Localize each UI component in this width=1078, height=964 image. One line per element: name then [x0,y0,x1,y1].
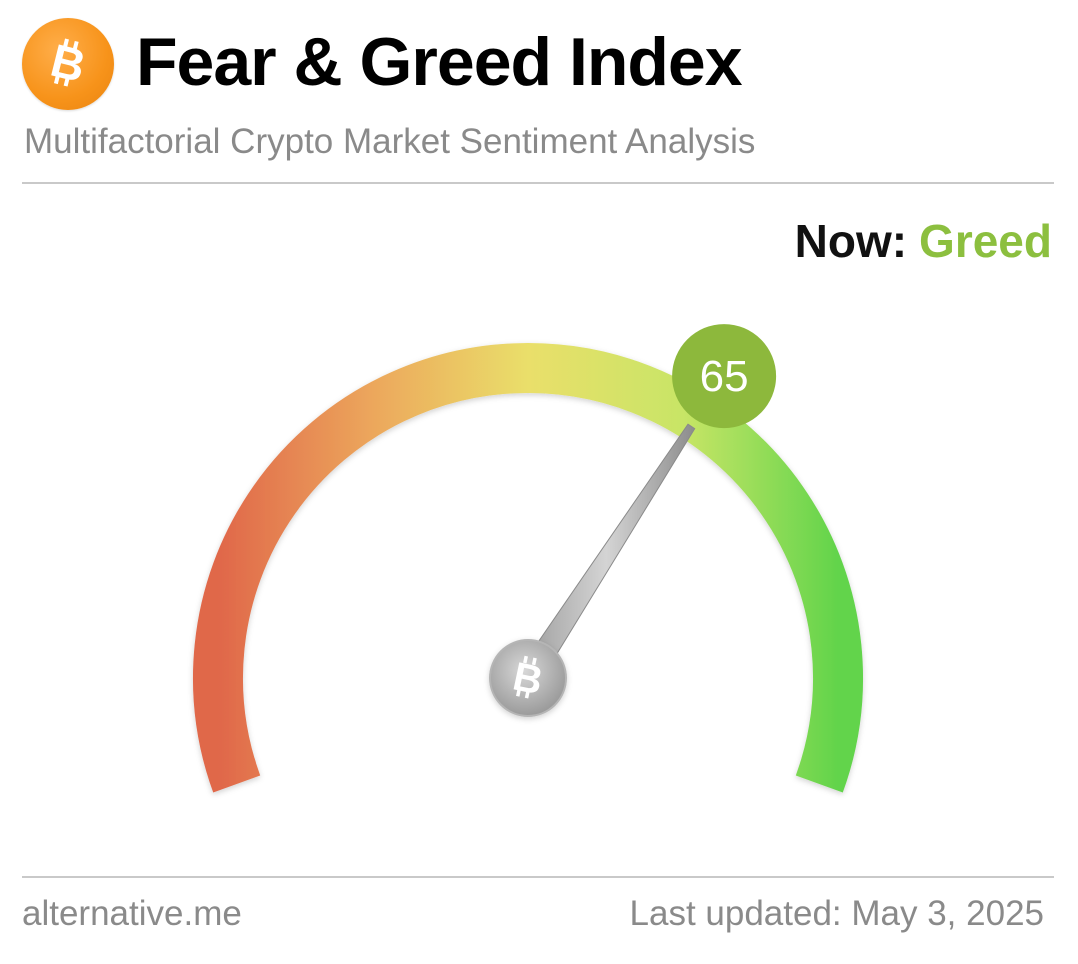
footer-divider [22,876,1054,878]
bitcoin-logo-icon: B [22,18,114,110]
page-subtitle: Multifactorial Crypto Market Sentiment A… [24,122,756,161]
now-value: Greed [919,215,1052,267]
gauge-value: 65 [700,352,749,401]
page-title: Fear & Greed Index [136,24,743,100]
gauge-value-badge: 65 [672,324,777,429]
now-label: Now: [794,215,908,267]
header-divider [22,182,1054,184]
gauge-arc [193,342,863,793]
source-link[interactable]: alternative.me [22,894,242,933]
current-sentiment: Now: Greed [795,218,1052,264]
gauge-hub: B [489,639,567,717]
last-updated: Last updated: May 3, 2025 [629,894,1044,933]
